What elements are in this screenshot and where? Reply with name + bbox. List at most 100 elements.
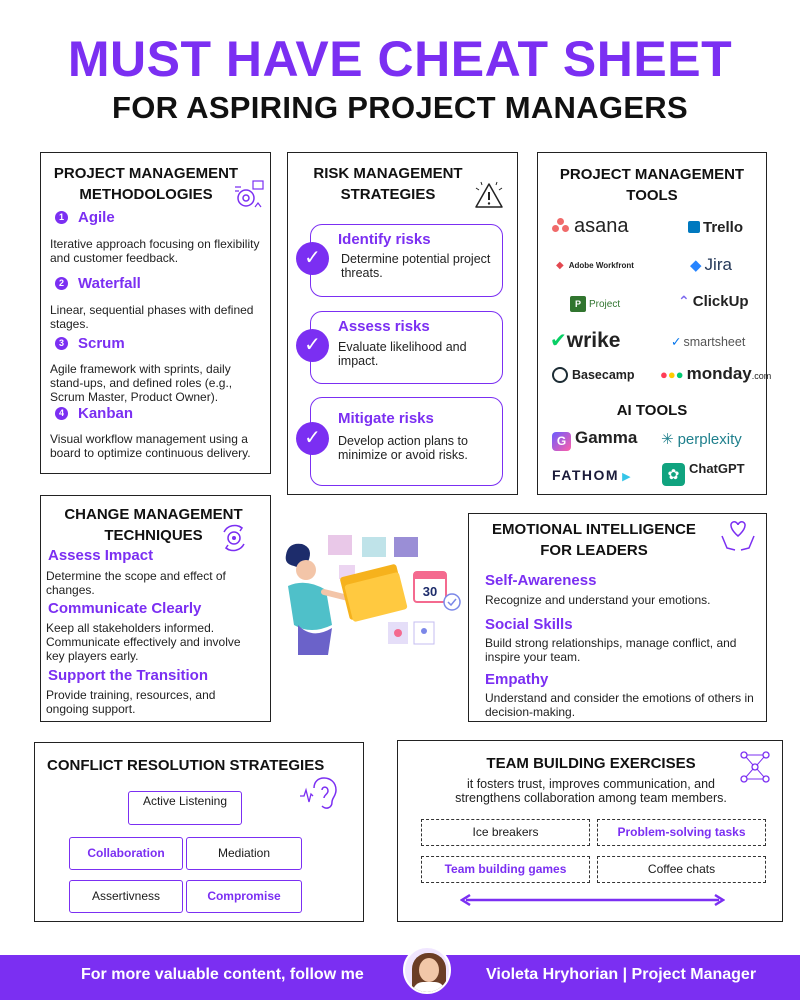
trello-icon [688,221,700,233]
methodology-name: Kanban [78,405,133,422]
ei-item-name: Social Skills [485,616,573,633]
methodology-name: Agile [78,209,115,226]
asana-dots-icon [552,218,570,233]
perplexity-icon: ✳ [661,431,674,448]
change-item-name: Support the Transition [48,667,208,684]
workflow-gears-icon [231,179,265,213]
emotional-title-line2: FOR LEADERS [469,540,719,561]
methodology-kanban: 4 Kanban [55,405,133,423]
ei-item-name: Self-Awareness [485,572,596,589]
methodology-description: Agile framework with sprints, daily stan… [50,362,265,404]
conflict-item: Compromise [186,880,302,913]
footer-bar: For more valuable content, follow me Vio… [0,955,800,1000]
tools-title-line1: PROJECT MANAGEMENT [538,164,766,185]
page-title: MUST HAVE CHEAT SHEET [0,30,800,88]
checkmark-icon: ✓ [296,422,329,455]
risk-item-identify: ✓ Identify risks Determine potential pro… [310,224,503,297]
methodology-name: Scrum [78,335,125,352]
clickup-icon: ⌃ [678,293,690,309]
risk-name: Assess risks [338,318,430,335]
perplexity-logo: ✳ perplexity [661,430,742,448]
conflict-item: Assertivness [69,880,183,913]
methodology-name: Waterfall [78,275,141,292]
ms-project-logo: P Project [570,296,620,312]
risk-description: Determine potential project threats. [341,252,491,280]
methodology-agile: 1 Agile [55,209,115,227]
jira-logo: ◆ Jira [690,255,732,275]
smartsheet-logo: ✓ smartsheet [671,334,745,349]
risk-description: Develop action plans to minimize or avoi… [338,434,498,462]
risk-item-assess: ✓ Assess risks Evaluate likelihood and i… [310,311,503,384]
wrike-logo: ✔wrike [550,328,620,353]
methodology-scrum: 3 Scrum [55,335,125,353]
conflict-item: Mediation [186,837,302,870]
team-exercise: Ice breakers [421,819,590,846]
risk-name: Mitigate risks [338,410,434,427]
change-item-name: Communicate Clearly [48,600,201,617]
team-exercise: Team building games [421,856,590,883]
ei-item-description: Recognize and understand your emotions. [485,593,760,607]
number-badge: 4 [55,407,68,420]
team-exercise: Coffee chats [597,856,766,883]
team-card: TEAM BUILDING EXERCISES it fosters trust… [397,740,783,922]
footer-author-text: Violeta Hryhorian | Project Manager [486,966,756,984]
page-subtitle: FOR ASPIRING PROJECT MANAGERS [0,90,800,126]
sticky-note [328,535,352,555]
change-item-description: Determine the scope and effect of change… [46,569,261,597]
conflict-item: Active Listening [128,791,242,825]
adobe-workfront-logo: ◆ Adobe Workfront [556,260,634,271]
project-manager-illustration: 30 [276,530,466,665]
author-avatar [403,946,451,994]
trello-logo: Trello [688,219,743,236]
change-item-description: Provide training, resources, and ongoing… [46,688,261,716]
team-title: TEAM BUILDING EXERCISES [398,753,784,774]
footer-follow-text: For more valuable content, follow me [81,966,364,984]
conflict-item: Collaboration [69,837,183,870]
number-badge: 1 [55,211,68,224]
methodologies-title-line2: METHODOLOGIES [41,184,251,205]
head [296,560,316,580]
ai-tools-title: AI TOOLS [538,400,766,421]
sticky-note [394,537,418,557]
conflict-card: CONFLICT RESOLUTION STRATEGIES Active Li… [34,742,364,922]
conflict-title: CONFLICT RESOLUTION STRATEGIES [47,755,324,776]
risk-item-mitigate: ✓ Mitigate risks Develop action plans to… [310,397,503,486]
tools-title-line2: TOOLS [538,185,766,206]
chatgpt-icon: ✿ [662,463,685,486]
double-arrow-icon [460,893,725,907]
risk-card: RISK MANAGEMENT STRATEGIES ✓ Identify ri… [287,152,518,495]
risk-name: Identify risks [338,231,431,248]
monday-dots-icon: ●●● [660,367,684,382]
emotional-card: EMOTIONAL INTELLIGENCE FOR LEADERS Self-… [468,513,767,722]
tools-card: PROJECT MANAGEMENT TOOLS asana Trello ◆ A… [537,152,767,495]
methodologies-card: PROJECT MANAGEMENT METHODOLOGIES 1 Agile … [40,152,271,474]
basecamp-logo: Basecamp [552,367,635,383]
change-item-name: Assess Impact [48,547,153,564]
check-badge-icon [444,594,460,610]
monday-logo: ●●● monday.com [660,364,771,384]
wrike-check-icon: ✔ [550,330,567,352]
heart-hands-icon [719,518,757,554]
checkmark-icon: ✓ [296,329,329,362]
gamma-icon: G [552,432,571,451]
methodology-description: Linear, sequential phases with defined s… [50,303,265,331]
methodology-description: Visual workflow management using a board… [50,432,265,460]
calendar-day: 30 [423,584,437,599]
ei-item-description: Build strong relationships, manage confl… [485,636,760,664]
fathom-icon: ▶ [622,471,632,483]
ms-project-icon: P [570,296,586,312]
asana-logo: asana [552,215,629,238]
team-exercise: Problem-solving tasks [597,819,766,846]
change-card: CHANGE MANAGEMENT TECHNIQUES Assess Impa… [40,495,271,722]
cycle-gear-icon [218,522,250,554]
sticky-note [362,537,386,557]
methodologies-title-line1: PROJECT MANAGEMENT [41,163,251,184]
clickup-logo: ⌃ ClickUp [678,293,749,310]
emotional-title-line1: EMOTIONAL INTELLIGENCE [469,519,719,540]
ei-item-description: Understand and consider the emotions of … [485,691,760,719]
change-item-description: Keep all stakeholders informed. Communic… [46,621,261,663]
number-badge: 3 [55,337,68,350]
warning-icon [473,180,505,210]
checkmark-icon: ✓ [296,242,329,275]
chatgpt-logo: ✿ ChatGPT [662,461,745,486]
